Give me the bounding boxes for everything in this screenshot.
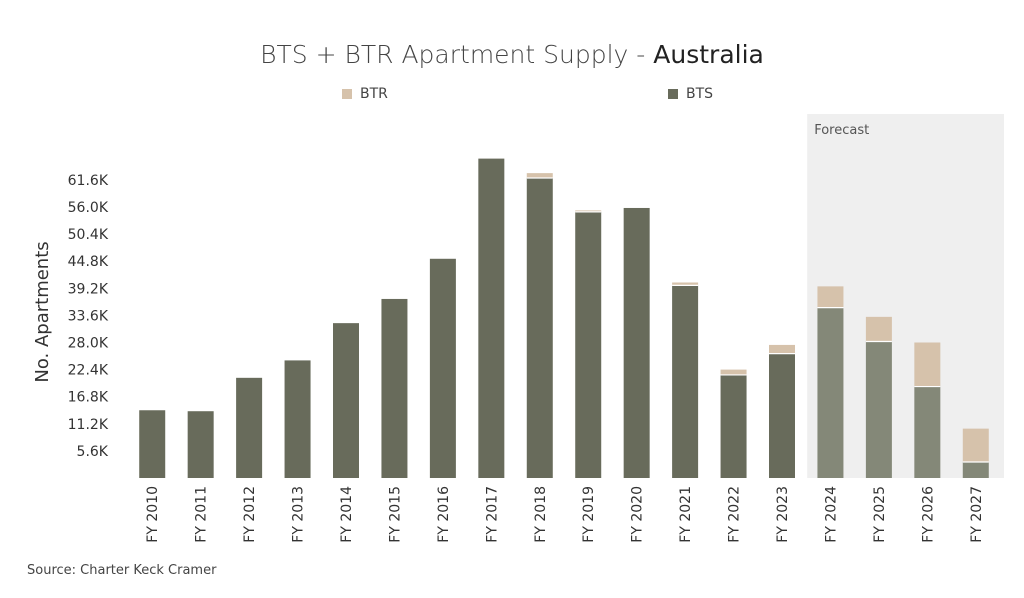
bar-bts: [333, 323, 359, 478]
bar-bts: [769, 353, 795, 478]
y-tick-label: 39.2K: [68, 281, 109, 297]
bar-bts: [914, 386, 941, 478]
x-tick-label: FY 2022: [727, 486, 743, 543]
x-tick-label: FY 2017: [484, 486, 500, 543]
bar-btr: [914, 342, 941, 387]
legend-swatch-bts: [668, 89, 678, 99]
chart-title: BTS + BTR Apartment Supply - Australia: [0, 40, 1024, 69]
x-tick-label: FY 2024: [823, 486, 839, 543]
x-tick-label: FY 2018: [533, 486, 549, 543]
x-tick-label: FY 2012: [242, 486, 258, 543]
bar-bts: [381, 298, 408, 478]
legend-label-btr: BTR: [360, 86, 388, 102]
y-tick-label: 5.6K: [77, 444, 109, 460]
x-tick-label: FY 2026: [920, 486, 936, 543]
legend-item-bts: BTS: [668, 86, 713, 102]
x-tick-label: FY 2016: [436, 486, 452, 543]
y-tick-label: 11.2K: [68, 417, 109, 433]
y-tick-label: 33.6K: [68, 308, 109, 324]
chart-title-emphasis: Australia: [653, 40, 764, 69]
x-tick-label: FY 2020: [630, 486, 646, 543]
x-tick-label: FY 2021: [678, 486, 694, 543]
x-tick-label: FY 2019: [581, 486, 597, 543]
x-tick-label: FY 2013: [291, 486, 307, 543]
bar-bts: [720, 374, 747, 478]
bar-bts: [575, 211, 602, 478]
bar-bts: [429, 258, 456, 478]
y-tick-label: 44.8K: [68, 254, 109, 270]
bar-bts: [478, 158, 505, 478]
bar-bts: [526, 177, 553, 478]
chart-title-main: BTS + BTR Apartment Supply -: [260, 40, 654, 69]
bar-btr: [962, 428, 989, 463]
bar-bts: [284, 360, 311, 478]
bar-bts: [236, 377, 263, 478]
bar-btr: [720, 369, 747, 375]
source-note: Source: Charter Keck Cramer: [27, 563, 217, 578]
x-tick-label: FY 2010: [145, 486, 161, 543]
bar-bts: [623, 207, 650, 479]
y-tick-label: 61.6K: [68, 173, 109, 189]
bar-bts: [139, 410, 166, 478]
bar-bts: [817, 307, 844, 478]
x-tick-label: FY 2027: [969, 486, 985, 543]
bar-bts: [865, 341, 892, 478]
bar-bts: [962, 462, 989, 478]
x-tick-label: FY 2025: [872, 486, 888, 543]
x-tick-label: FY 2023: [775, 486, 791, 543]
x-tick-label: FY 2014: [339, 486, 355, 543]
bar-bts: [187, 411, 214, 478]
bar-btr: [817, 286, 844, 308]
bar-btr: [769, 344, 795, 354]
bar-btr: [672, 282, 699, 286]
legend-item-btr: BTR: [342, 86, 388, 102]
y-tick-label: 16.8K: [68, 390, 109, 406]
forecast-label: Forecast: [814, 123, 869, 138]
legend-label-bts: BTS: [686, 86, 714, 102]
x-tick-label: FY 2015: [387, 486, 403, 543]
y-tick-label: 22.4K: [68, 363, 109, 379]
bar-btr: [575, 210, 602, 212]
x-tick-label: FY 2011: [194, 486, 210, 543]
y-tick-label: 56.0K: [68, 200, 109, 216]
bar-bts: [672, 285, 699, 478]
legend-swatch-btr: [342, 89, 352, 99]
bar-btr: [865, 316, 892, 342]
bar-btr: [526, 173, 553, 178]
y-tick-label: 28.0K: [68, 336, 109, 352]
y-axis-label: No. Apartments: [32, 241, 53, 382]
y-tick-label: 50.4K: [68, 227, 109, 243]
